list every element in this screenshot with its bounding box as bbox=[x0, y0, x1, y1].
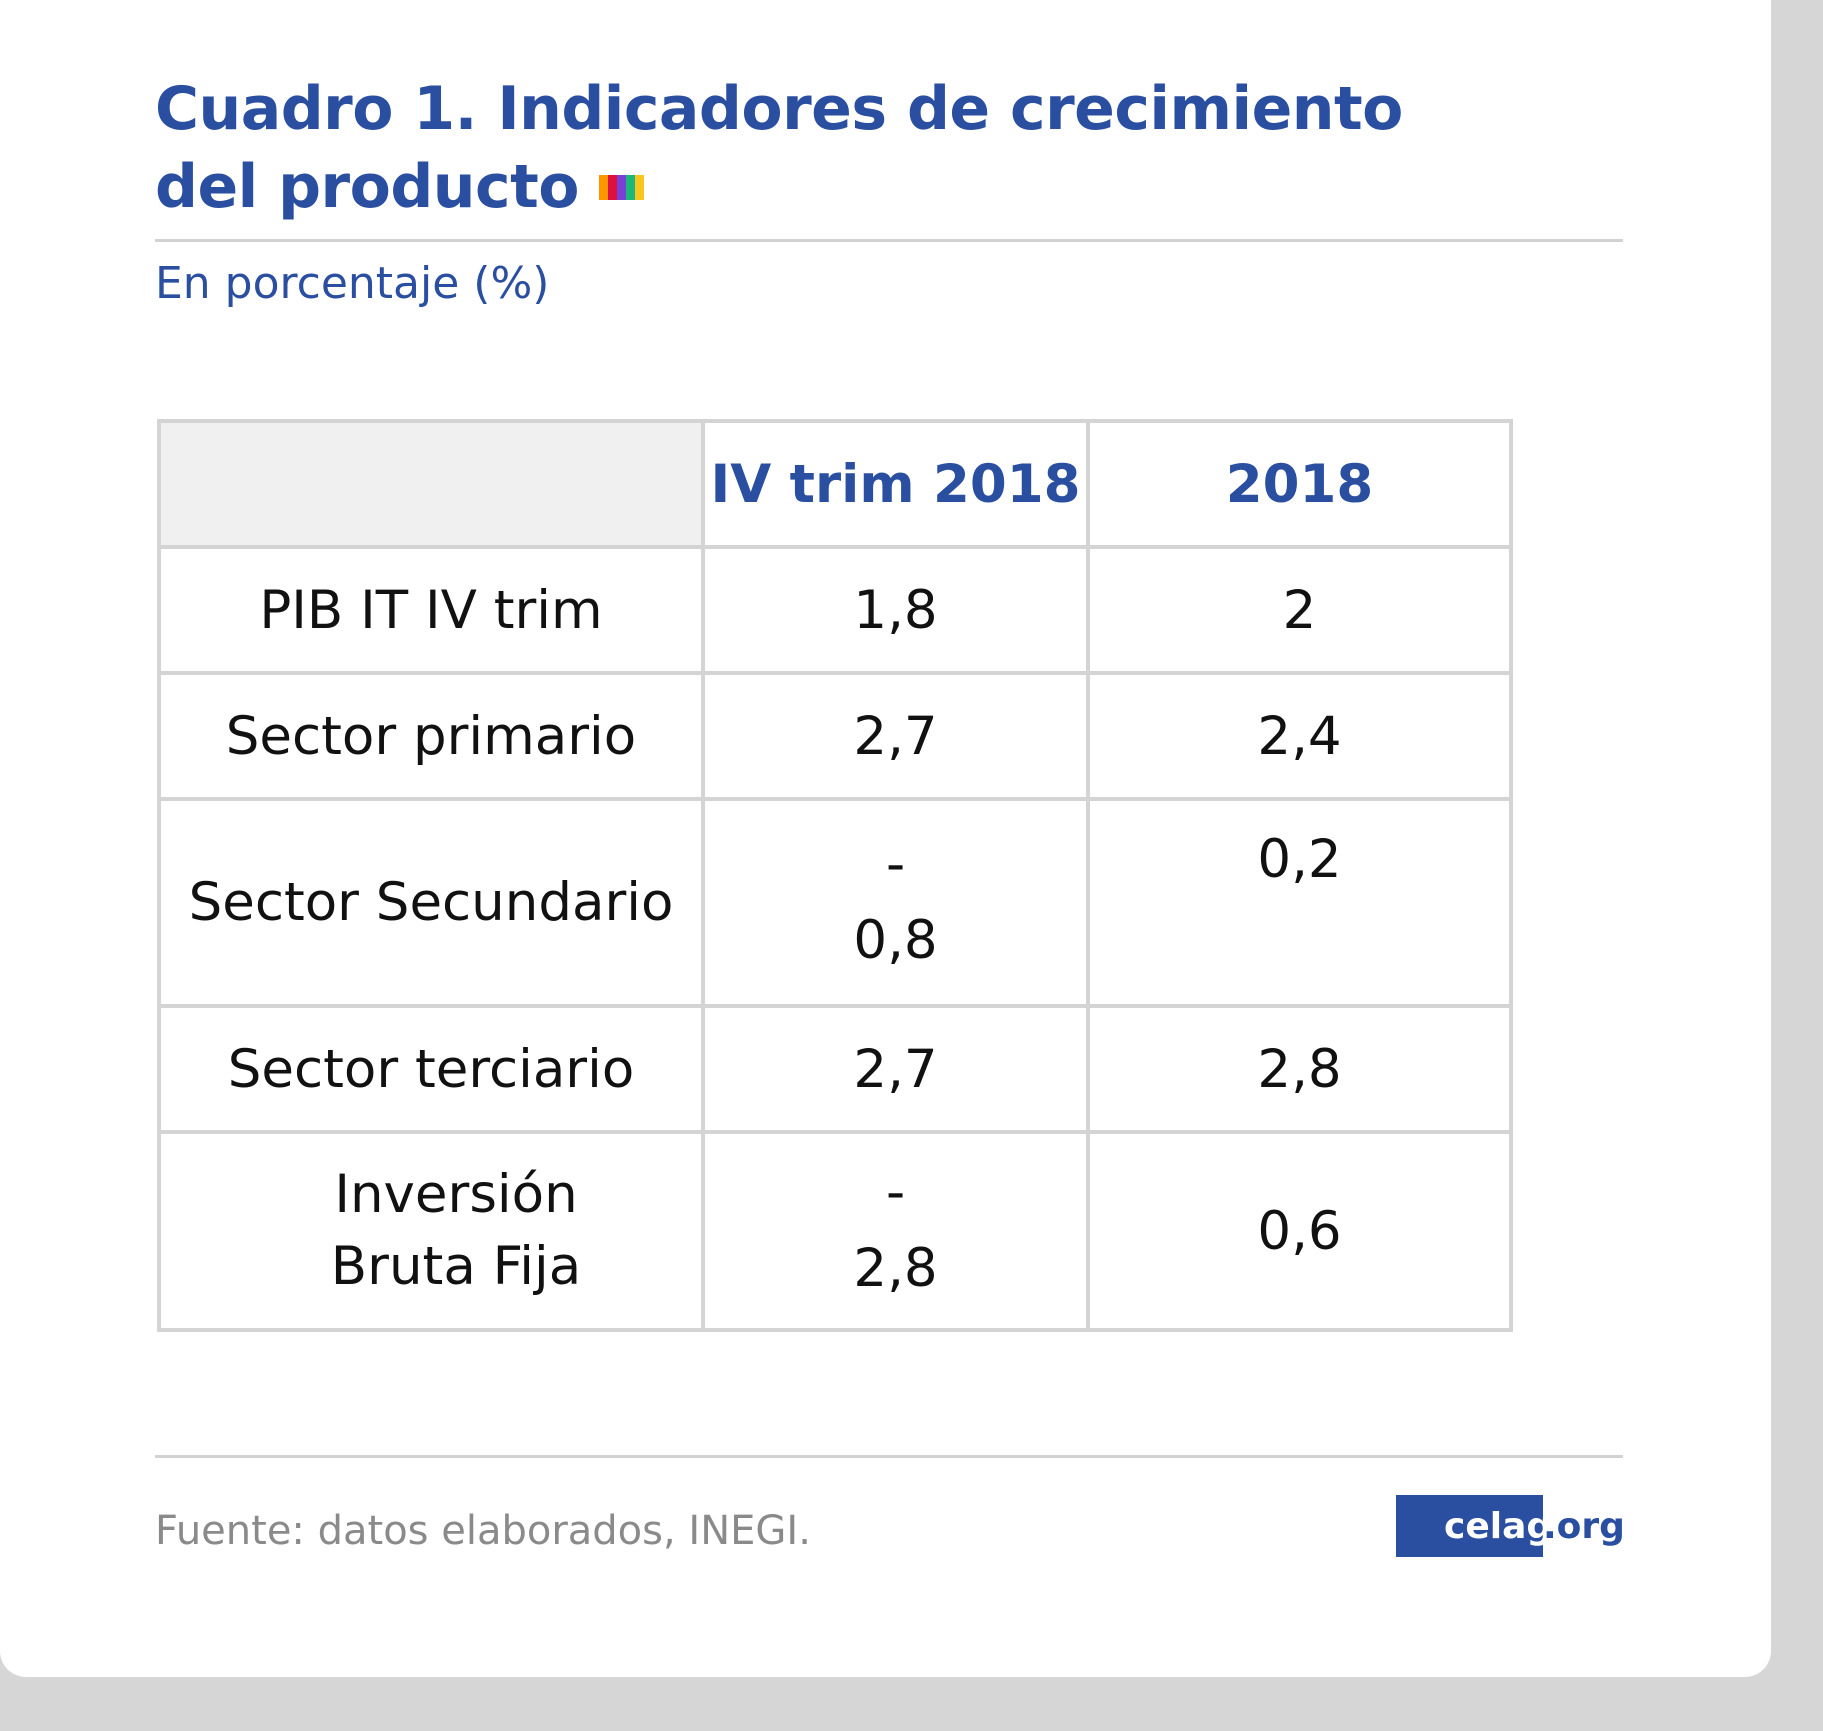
row-label: PIB IT IV trim bbox=[157, 545, 705, 675]
cell-year: 0,6 bbox=[1086, 1130, 1513, 1332]
header-2018: 2018 bbox=[1086, 419, 1513, 549]
cell-q4: 2,7 bbox=[701, 1004, 1090, 1134]
cell-year: 2,8 bbox=[1086, 1004, 1513, 1134]
table-row: Sector primario 2,7 2,4 bbox=[157, 671, 1513, 801]
page-title: Cuadro 1. Indicadores de crecimiento del… bbox=[155, 70, 1403, 226]
label-line-1: Inversión bbox=[334, 1164, 578, 1225]
table-row: PIB IT IV trim 1,8 2 bbox=[157, 545, 1513, 675]
title-line-2: del producto bbox=[155, 152, 580, 222]
cell-year: 2,4 bbox=[1086, 671, 1513, 801]
minus-sign: - bbox=[885, 833, 906, 895]
cell-year: 0,2 bbox=[1086, 797, 1513, 1008]
row-label: Sector terciario bbox=[157, 1004, 705, 1134]
cell-q4: 1,8 bbox=[701, 545, 1090, 675]
top-divider bbox=[155, 239, 1623, 242]
source-note: Fuente: datos elaborados, INEGI. bbox=[155, 1508, 811, 1554]
row-label: Inversión Bruta Fija bbox=[157, 1130, 705, 1332]
subtitle: En porcentaje (%) bbox=[155, 258, 550, 309]
logo-main: celag bbox=[1396, 1495, 1552, 1557]
cell-year: 2 bbox=[1086, 545, 1513, 675]
cell-q4: - 2,8 bbox=[701, 1130, 1090, 1332]
header-empty bbox=[157, 419, 705, 549]
cell-q4: 2,7 bbox=[701, 671, 1090, 801]
data-table: IV trim 2018 2018 PIB IT IV trim 1,8 2 S… bbox=[157, 419, 1513, 1332]
title-line-1: Cuadro 1. Indicadores de crecimiento bbox=[155, 74, 1403, 144]
label-line-2: Bruta Fija bbox=[330, 1236, 582, 1297]
color-bars-icon bbox=[599, 174, 644, 200]
table-row: Inversión Bruta Fija - 2,8 0,6 bbox=[157, 1130, 1513, 1332]
cell-value: 0,8 bbox=[853, 909, 938, 971]
infographic-card: Cuadro 1. Indicadores de crecimiento del… bbox=[0, 0, 1771, 1677]
cell-value: 2,8 bbox=[853, 1238, 938, 1299]
logo-suffix: .org bbox=[1543, 1505, 1625, 1547]
row-label: Sector Secundario bbox=[157, 797, 705, 1008]
header-iv-trim-2018: IV trim 2018 bbox=[701, 419, 1090, 549]
table-row: Sector terciario 2,7 2,8 bbox=[157, 1004, 1513, 1134]
table-header-row: IV trim 2018 2018 bbox=[157, 419, 1513, 549]
cell-q4: - 0,8 bbox=[701, 797, 1090, 1008]
celag-logo: celag .org bbox=[1396, 1495, 1625, 1557]
row-label: Sector primario bbox=[157, 671, 705, 801]
bottom-divider bbox=[155, 1455, 1623, 1458]
minus-sign: - bbox=[885, 1162, 906, 1223]
table-row: Sector Secundario - 0,8 0,2 bbox=[157, 797, 1513, 1008]
